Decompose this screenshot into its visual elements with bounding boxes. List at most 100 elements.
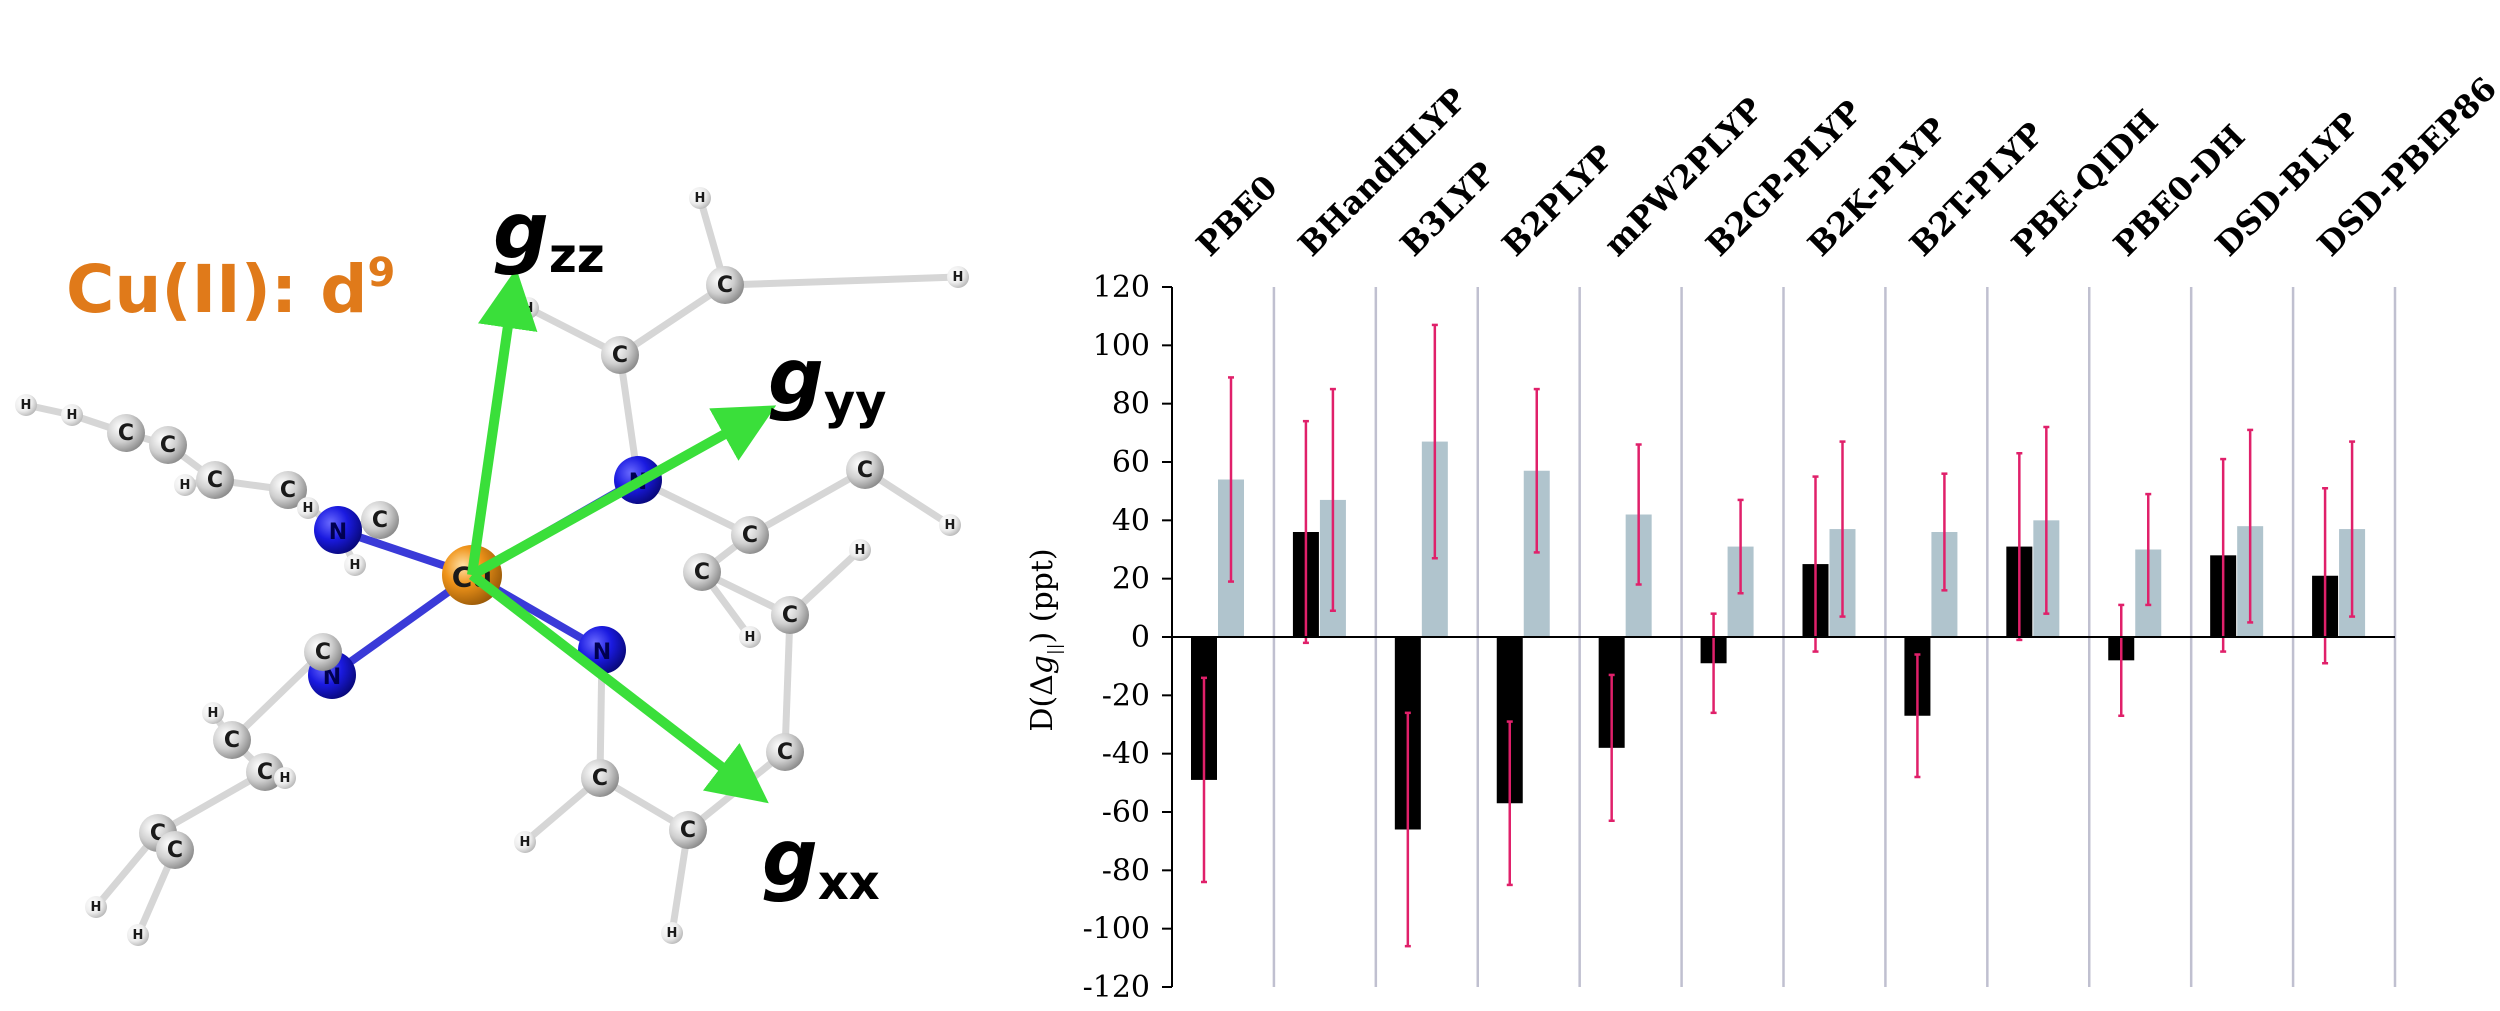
hydrogen-atom: H	[514, 831, 536, 853]
atom-label: N	[329, 520, 347, 545]
y-tick-label: -120	[1083, 970, 1150, 1005]
atom-sphere	[304, 633, 342, 671]
g-axis-label-zz: gzz	[493, 187, 605, 284]
y-axis-label: D(Δg||) (ppt)	[1025, 548, 1065, 731]
y-tick-label: 80	[1112, 387, 1150, 422]
atom-sphere	[202, 702, 224, 724]
atom-sphere	[156, 831, 194, 869]
hydrogen-atom: H	[344, 554, 366, 576]
atom-label: C	[694, 560, 710, 585]
atom-label: C	[742, 523, 758, 548]
atom-label: C	[777, 740, 793, 765]
atom-label: C	[224, 728, 240, 753]
bond	[746, 466, 869, 539]
atom-sphere	[344, 554, 366, 576]
oxidation-state-heading: Cu(II): d9	[66, 250, 395, 328]
atom-sphere	[846, 451, 884, 489]
atom-sphere	[947, 266, 969, 288]
carbon-atom: C	[706, 266, 744, 304]
atom-label: H	[523, 301, 534, 316]
atom-sphere	[706, 266, 744, 304]
carbon-atom: C	[213, 721, 251, 759]
atom-label: H	[350, 558, 361, 573]
error-bars	[1201, 323, 2356, 948]
carbon-atom: C	[846, 451, 884, 489]
atom-sphere	[85, 896, 107, 918]
atom-sphere	[297, 497, 319, 519]
atom-sphere	[314, 506, 362, 554]
y-tick-label: 40	[1112, 503, 1150, 538]
atom-sphere	[661, 922, 683, 944]
carbon-atom: C	[361, 501, 399, 539]
atom-sphere	[149, 426, 187, 464]
atom-sphere	[766, 733, 804, 771]
atom-label: C	[592, 766, 608, 791]
carbon-atom: C	[304, 633, 342, 671]
atom-label: H	[280, 771, 291, 786]
atom-sphere	[246, 753, 284, 791]
atom-sphere	[274, 767, 296, 789]
hydrogen-atom: H	[85, 896, 107, 918]
nitrogen-atom: N	[314, 506, 362, 554]
atom-label: H	[745, 630, 756, 645]
carbon-atom: C	[269, 471, 307, 509]
atom-sphere	[771, 596, 809, 634]
atom-label: H	[855, 543, 866, 558]
atom-sphere	[15, 394, 37, 416]
y-tick-label: -40	[1102, 737, 1150, 772]
category-labels: PBE0 BHandHLYPB3LYPB2PLYPmPW2PLYPB2GP-PLY…	[1189, 70, 2500, 264]
y-tick-label: -100	[1083, 912, 1150, 947]
carbon-atom: C	[149, 426, 187, 464]
atom-label: H	[953, 270, 964, 285]
chart-bars	[1191, 441, 2366, 830]
atom-label: C	[372, 508, 388, 533]
carbon-atom: C	[196, 461, 234, 499]
atom-sphere	[689, 187, 711, 209]
atom-label: N	[593, 640, 611, 665]
atom-label: C	[857, 458, 873, 483]
g-axis-label-yy: gyy	[768, 333, 886, 430]
atom-label: C	[257, 760, 273, 785]
atom-label: H	[208, 706, 219, 721]
g-axis-arrow	[468, 571, 769, 804]
atom-label: H	[695, 191, 706, 206]
atom-sphere	[669, 811, 707, 849]
atom-label: H	[180, 478, 191, 493]
molecule-structure: Cu(II): d9 CuNNNNCCCCCCCCCCCCCCCCCCCHHHH…	[15, 187, 969, 946]
bond	[616, 281, 729, 359]
atom-sphere	[361, 501, 399, 539]
g-axis-arrow	[469, 405, 777, 580]
atom-sphere	[269, 471, 307, 509]
atom-sphere	[213, 721, 251, 759]
atom-sphere	[581, 759, 619, 797]
hydrogen-atom: H	[939, 514, 961, 536]
bond	[154, 768, 269, 837]
atom-label: H	[67, 408, 78, 423]
hydrogen-atom: H	[174, 474, 196, 496]
hydrogen-atom: H	[739, 626, 761, 648]
atom-sphere	[731, 516, 769, 554]
category-label: PBE0	[1189, 168, 1285, 264]
carbon-atom: C	[771, 596, 809, 634]
y-tick-label: 100	[1093, 328, 1150, 363]
atom-sphere	[174, 474, 196, 496]
bond	[781, 611, 794, 756]
atom-label: H	[667, 926, 678, 941]
atom-label: H	[945, 518, 956, 533]
y-tick-label: -80	[1102, 853, 1150, 888]
hydrogen-atom: H	[202, 702, 224, 724]
atom-label: H	[520, 835, 531, 850]
g-tensor-axes: gzz gyy gxx	[467, 187, 886, 911]
atom-sphere	[514, 831, 536, 853]
atom-label: C	[717, 273, 733, 298]
y-tick-label: -60	[1102, 795, 1150, 830]
hydrogen-atom: H	[61, 404, 83, 426]
carbon-atom: C	[107, 414, 145, 452]
atom-label: C	[167, 838, 183, 863]
atom-sphere	[196, 461, 234, 499]
atom-label: N	[323, 665, 341, 690]
y-tick-label: 120	[1093, 270, 1150, 305]
atom-label: H	[133, 928, 144, 943]
atom-sphere	[61, 404, 83, 426]
